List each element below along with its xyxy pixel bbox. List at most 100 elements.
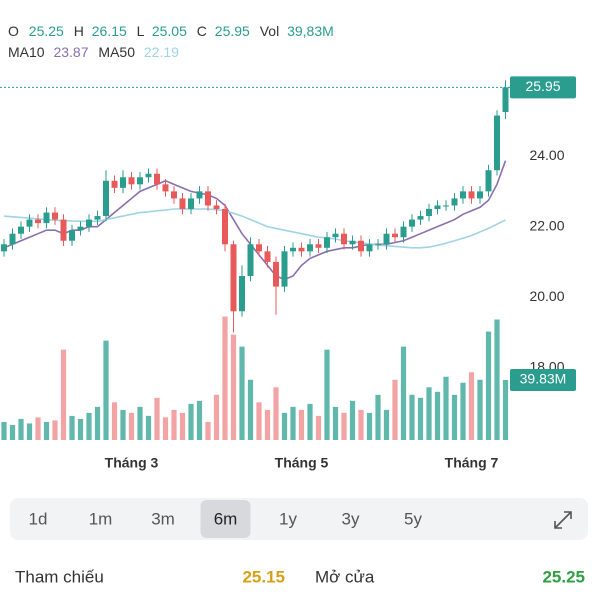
candle-body: [205, 191, 211, 206]
volume-bar: [145, 415, 152, 440]
candle-body: [307, 244, 313, 252]
volume-bar: [86, 412, 92, 440]
ma-line: [3, 160, 507, 281]
candle-body: [154, 173, 160, 185]
value: 25.25: [29, 23, 64, 39]
volume-bar: [1, 421, 7, 440]
volume-bar: [77, 418, 84, 440]
volume-bar: [256, 402, 262, 440]
candle-body: [451, 198, 458, 206]
period-button[interactable]: 5y: [404, 509, 422, 528]
label: O: [8, 23, 19, 39]
candle-body: [341, 233, 347, 245]
candle-body: [1, 244, 7, 252]
candle-body: [460, 191, 466, 199]
period-button[interactable]: 3m: [151, 509, 175, 528]
candle-body: [26, 219, 33, 227]
volume-bar: [366, 412, 373, 440]
last-volume-label: 39.83M: [520, 371, 567, 387]
volume-bar: [120, 409, 126, 440]
last-price-box: [510, 76, 576, 99]
volume-bar: [417, 397, 424, 440]
volume-bar: [26, 423, 33, 440]
label: C: [197, 23, 207, 39]
volume-bar: [434, 391, 441, 440]
stat-value: 25.15: [242, 567, 285, 586]
candle-body: [375, 244, 381, 246]
x-tick-label: Tháng 3: [105, 455, 159, 471]
candle-body: [179, 198, 186, 210]
volume-bar: [18, 418, 24, 440]
candle-body: [69, 230, 75, 241]
candle-body: [35, 219, 41, 224]
period-button[interactable]: 1d: [29, 509, 48, 528]
volume-bar: [103, 340, 109, 440]
volume-bar: [281, 412, 288, 440]
period-button[interactable]: 3y: [342, 509, 360, 528]
volume-bar: [188, 403, 194, 440]
label: H: [74, 23, 84, 39]
volume-bar: [400, 346, 407, 440]
candle-body: [392, 233, 398, 238]
period-selected[interactable]: [200, 500, 251, 538]
volume-bar: [383, 409, 390, 440]
volume-bar: [324, 349, 330, 440]
volume-bar: [460, 382, 466, 440]
volume-bar: [69, 415, 75, 440]
volume-bar: [111, 402, 118, 440]
volume-bar: [264, 409, 271, 440]
volume-bar: [307, 403, 313, 440]
candle-body: [145, 173, 152, 178]
x-tick-label: Tháng 7: [445, 455, 499, 471]
period-button[interactable]: 6m: [214, 509, 238, 528]
candle-body: [494, 115, 500, 171]
value: 22.19: [144, 44, 179, 60]
candle-body: [9, 233, 16, 245]
stat-label: Tham chiếu: [15, 567, 104, 586]
candle-body: [86, 219, 92, 227]
last-volume-box: [510, 369, 576, 392]
volume-bar: [485, 331, 492, 440]
volume-bar: [349, 400, 356, 440]
candle-body: [247, 244, 254, 277]
candle-body: [43, 212, 50, 224]
candle-body: [256, 244, 262, 252]
volume-bar: [171, 409, 177, 440]
candle-body: [52, 212, 58, 220]
candle-body: [230, 244, 237, 312]
volume-bar: [137, 406, 143, 440]
candle-body: [281, 251, 288, 287]
volume-bar: [222, 316, 228, 440]
period-button[interactable]: 1y: [279, 509, 297, 528]
candle-body: [162, 184, 169, 192]
candle-body: [103, 180, 109, 217]
last-price-label: 25.95: [525, 78, 560, 94]
periods: 1d 1m 3m 6m 1y 3y 5y: [29, 500, 422, 538]
candle-body: [196, 191, 203, 199]
expand-icon[interactable]: [554, 511, 572, 529]
candle-body: [434, 205, 441, 210]
volume-bar: [179, 412, 186, 440]
period-button[interactable]: 1m: [89, 509, 113, 528]
stats: Tham chiếu 25.15 Mở cửa 25.25: [15, 567, 585, 586]
candle-body: [443, 205, 449, 207]
candle-body: [213, 205, 220, 210]
candle-body: [128, 177, 135, 185]
candle-body: [188, 198, 194, 210]
candle-body: [477, 191, 483, 199]
candle-body: [222, 209, 228, 245]
candle-body: [239, 276, 245, 312]
value: 39,83M: [287, 23, 334, 39]
candle-body: [409, 219, 415, 227]
volume-bar: [239, 346, 245, 440]
candle-body: [273, 261, 279, 287]
volume-bar: [52, 420, 58, 440]
candle-body: [137, 177, 143, 185]
volume-bar: [230, 334, 237, 440]
candle-body: [290, 247, 296, 252]
candle-body: [468, 191, 475, 199]
volume-bar: [426, 387, 432, 440]
ma-header: MA10 23.87 MA50 22.19: [8, 44, 179, 60]
candle-body: [264, 251, 271, 262]
volume-bar: [154, 397, 160, 440]
